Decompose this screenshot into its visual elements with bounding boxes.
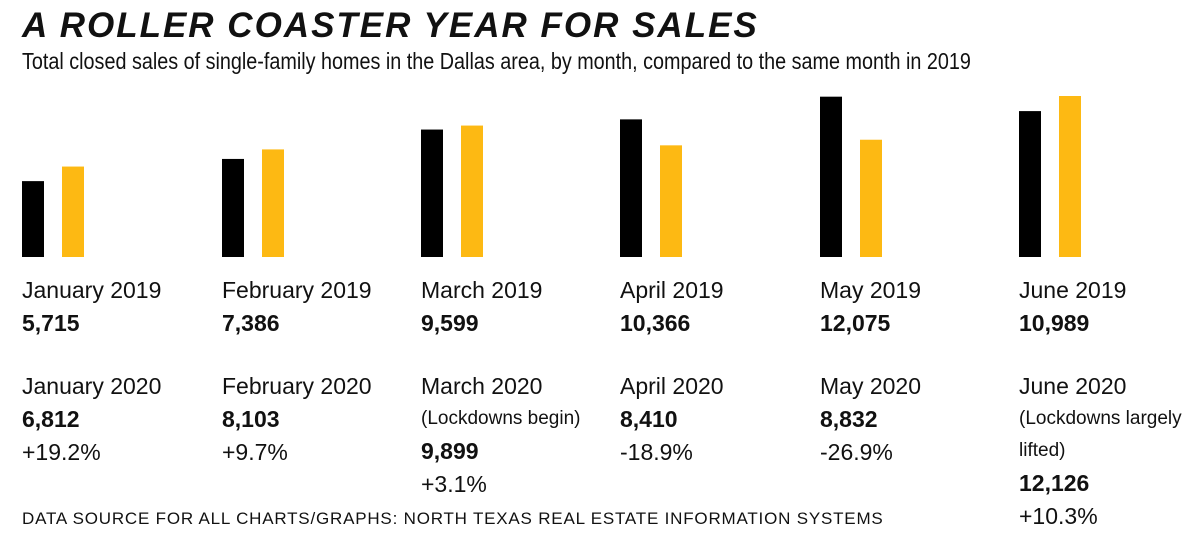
bar-february-2019 [222,158,244,257]
value-2020: 8,103 [222,406,280,432]
value-2019: 12,075 [820,310,891,336]
bar-chart [22,96,1081,257]
change-percent: -26.9% [820,439,893,465]
change-percent: +19.2% [22,439,101,465]
label-2020: May 2020 [820,373,922,399]
chart-subtitle: Total closed sales of single-family home… [22,48,971,74]
bar-march-2020 [461,125,483,257]
label-2020: April 2020 [620,373,724,399]
label-2019: May 2019 [820,277,922,303]
bar-april-2020 [660,145,682,257]
bar-january-2020 [62,166,84,257]
month-column-june: June 2019 10,989 June 2020 (Lockdowns la… [1019,274,1200,533]
change-percent: +3.1% [421,471,487,497]
event-note-line-2: lifted) [1019,440,1066,461]
value-2020: 12,126 [1019,470,1090,496]
value-2020: 8,410 [620,406,678,432]
bar-february-2020 [262,149,284,257]
value-2019: 9,599 [421,310,479,336]
bar-may-2020 [860,139,882,257]
label-2019: February 2019 [222,277,372,303]
bar-june-2020 [1059,96,1081,257]
bar-april-2019 [620,119,642,257]
value-2019: 7,386 [222,310,280,336]
value-2020: 9,899 [421,438,479,464]
bar-march-2019 [421,129,443,257]
change-percent: +9.7% [222,439,288,465]
value-2019: 10,989 [1019,310,1090,336]
chart-title: A ROLLER COASTER YEAR FOR SALES [22,6,759,45]
bar-january-2019 [22,181,44,257]
label-2020: March 2020 [421,373,543,399]
label-2020: January 2020 [22,373,162,399]
value-2019: 5,715 [22,310,80,336]
label-2019: March 2019 [421,277,543,303]
change-percent: -18.9% [620,439,693,465]
label-2019: June 2019 [1019,277,1127,303]
bar-may-2019 [820,96,842,257]
month-column-february: February 2019 7,386 February 2020 8,103 … [222,274,412,469]
value-2020: 8,832 [820,406,878,432]
month-column-april: April 2019 10,366 April 2020 8,410 -18.9… [620,274,810,469]
month-column-may: May 2019 12,075 May 2020 8,832 -26.9% [820,274,1010,469]
value-2020: 6,812 [22,406,80,432]
event-note-line-1: (Lockdowns largely [1019,408,1182,429]
event-note: (Lockdowns begin) [421,408,581,429]
month-column-january: January 2019 5,715 January 2020 6,812 +1… [22,274,212,469]
label-2019: April 2019 [620,277,724,303]
value-2019: 10,366 [620,310,691,336]
month-column-march: March 2019 9,599 March 2020 (Lockdowns b… [421,274,611,501]
label-2020: June 2020 [1019,373,1127,399]
label-2019: January 2019 [22,277,162,303]
bar-june-2019 [1019,111,1041,257]
label-2020: February 2020 [222,373,372,399]
change-percent: +10.3% [1019,503,1098,529]
data-source-note: DATA SOURCE FOR ALL CHARTS/GRAPHS: NORTH… [22,509,884,528]
